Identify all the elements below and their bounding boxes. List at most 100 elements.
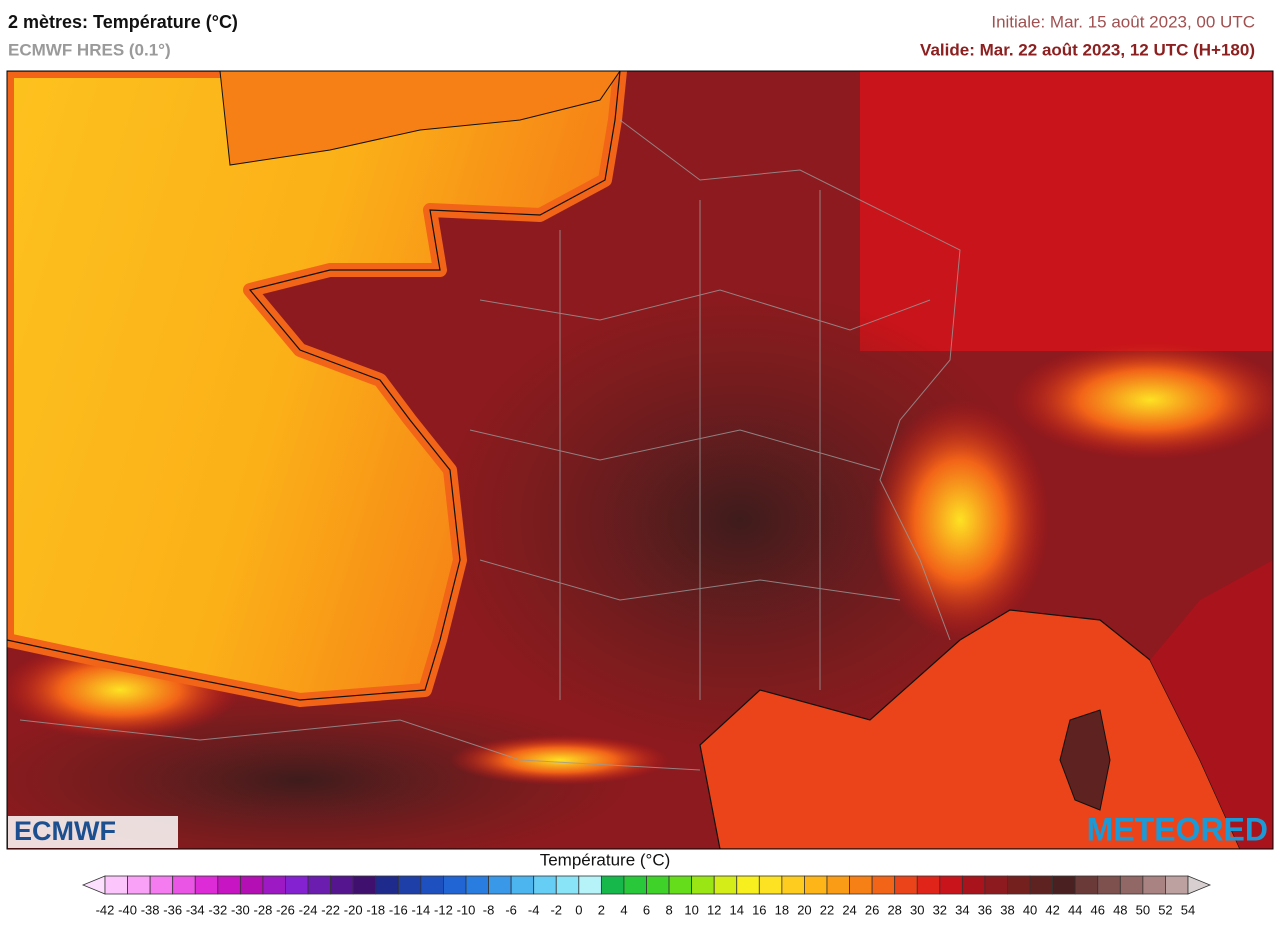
colorbar-tick-label: 38 (1000, 902, 1014, 917)
colorbar-tick-label: -24 (299, 902, 318, 917)
ecmwf-logo: ECMWF (14, 816, 116, 846)
colorbar-box (984, 875, 1008, 895)
logo-bg (8, 816, 178, 848)
colorbar-box (465, 875, 489, 895)
colorbar-tick-label: 4 (620, 902, 627, 917)
colorbar-tick-label: -30 (231, 902, 250, 917)
colorbar-box (961, 875, 986, 895)
colorbar-tick-label: 52 (1158, 902, 1172, 917)
colorbar-tick-label: -2 (550, 902, 562, 917)
colorbar-tick-label: 12 (707, 902, 721, 917)
colorbar-box (894, 875, 918, 895)
colorbar-box (533, 875, 557, 895)
colorbar-box (1074, 875, 1099, 895)
colorbar-tick-label: 46 (1091, 902, 1105, 917)
colorbar-tick-label: -36 (163, 902, 182, 917)
alps-west (870, 400, 1050, 640)
colorbar-box (127, 875, 151, 895)
colorbar-box (239, 875, 264, 895)
colorbar-box (1029, 875, 1054, 895)
colorbar-tick-label: 2 (598, 902, 605, 917)
colorbar-box (713, 875, 738, 895)
colorbar-tick-label: 28 (887, 902, 901, 917)
title: 2 mètres: Température (°C) (8, 12, 238, 32)
colorbar-box (781, 875, 805, 895)
colorbar-box (939, 875, 963, 895)
legend-title: Température (°C) (540, 850, 671, 869)
colorbar-box (172, 875, 196, 895)
colorbar-box (443, 875, 467, 895)
colorbar-tick-label: -8 (483, 902, 495, 917)
colorbar-box (1007, 875, 1031, 895)
alps-central (1010, 340, 1273, 460)
colorbar-tick-label: 10 (684, 902, 698, 917)
borders (19, 119, 961, 771)
colorbar: -42 -40 -38 -36 -34 -32 -30 -28 -26 -24 -22 -20 -18-… (81, 875, 1212, 917)
colorbar-tick-label: -4 (528, 902, 540, 917)
valid-time: Valide: Mar. 22 août 2023, 12 UTC (H+180… (920, 40, 1255, 59)
colorbar-tick-label: -32 (208, 902, 227, 917)
colorbar-tick-label: -6 (505, 902, 517, 917)
colorbar-tick-label: 36 (978, 902, 992, 917)
colorbar-tick-label: -40 (118, 902, 137, 917)
colorbar-box (217, 875, 241, 895)
colorbar-box (352, 875, 377, 895)
colorbar-tick-label: -18 (366, 902, 385, 917)
colorbar-box (194, 875, 219, 895)
colorbar-box (397, 875, 422, 895)
corsica (1059, 709, 1111, 811)
colorbar-box (285, 875, 309, 895)
colorbar-tick-label: 48 (1113, 902, 1127, 917)
colorbar-high-end (1187, 875, 1212, 895)
colorbar-box (262, 875, 286, 895)
colorbar-tick-label: -20 (344, 902, 363, 917)
colorbar-tick-label: -26 (276, 902, 295, 917)
colorbar-box (330, 875, 354, 895)
pyrenees (450, 735, 670, 785)
england (219, 71, 621, 166)
colorbar-tick-label: -22 (321, 902, 340, 917)
colorbar-tick-label: -28 (254, 902, 273, 917)
colorbar-tick-label: 54 (1181, 902, 1195, 917)
colorbar-tick-label: 6 (643, 902, 650, 917)
colorbar-tick-label: -14 (411, 902, 430, 917)
coastline (7, 71, 621, 701)
colorbar-tick-label: 34 (955, 902, 969, 917)
colorbar-box (420, 875, 444, 895)
colorbar-tick-label: 30 (910, 902, 924, 917)
colorbar-box (916, 875, 941, 895)
colorbar-tick-label: -12 (434, 902, 453, 917)
colorbar-tick-label: 0 (575, 902, 582, 917)
colorbar-box (849, 875, 873, 895)
colorbar-box (510, 875, 535, 895)
colorbar-box (488, 875, 512, 895)
colorbar-box (758, 875, 783, 895)
initial-time: Initiale: Mar. 15 août 2023, 00 UTC (991, 12, 1255, 31)
colorbar-box (1097, 875, 1121, 895)
colorbar-tick-label: -10 (457, 902, 476, 917)
colorbar-tick-label: 44 (1068, 902, 1082, 917)
colorbar-box (600, 875, 625, 895)
colorbar-box (668, 875, 693, 895)
colorbar-low-end (81, 875, 106, 895)
colorbar-tick-label: -38 (141, 902, 160, 917)
map: ECMWF METEORED (6, 70, 1274, 850)
colorbar-box (1119, 875, 1144, 895)
colorbar-tick-label: 24 (842, 902, 856, 917)
colorbar-box (623, 875, 647, 895)
colorbar-box (307, 875, 332, 895)
colorbar-box (826, 875, 850, 895)
colorbar-box (1142, 875, 1166, 895)
colorbar-tick-label: 40 (1023, 902, 1037, 917)
map-frame (6, 70, 1274, 850)
colorbar-box (736, 875, 760, 895)
colorbar-box (375, 875, 399, 895)
colorbar-box (1052, 875, 1076, 895)
hot-interior (440, 290, 1040, 750)
colorbar-tick-label: 26 (865, 902, 879, 917)
italy (1150, 560, 1273, 849)
colorbar-tick-label: 18 (775, 902, 789, 917)
colorbar-box (871, 875, 896, 895)
